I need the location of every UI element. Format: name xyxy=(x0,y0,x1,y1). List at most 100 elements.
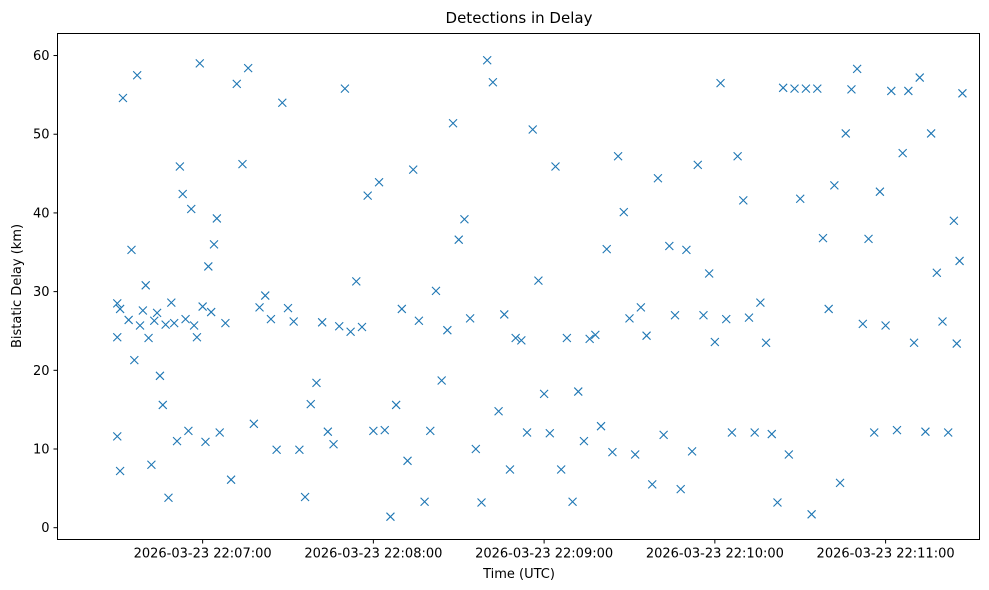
data-point xyxy=(277,98,287,108)
data-point xyxy=(215,428,225,437)
data-point xyxy=(158,400,168,410)
axis-ticks: 2026-03-23 22:07:00 2026-03-23 22:08:00 20… xyxy=(33,49,955,561)
data-point xyxy=(744,313,754,322)
data-point xyxy=(397,304,407,314)
data-point xyxy=(710,337,720,347)
data-point xyxy=(283,303,293,313)
data-point xyxy=(886,86,896,96)
data-point xyxy=(149,316,159,326)
x-tick-label: 2026-03-23 22:09:00 xyxy=(475,547,613,562)
data-point xyxy=(232,79,242,89)
data-point xyxy=(249,419,259,429)
data-point xyxy=(664,241,674,251)
data-point xyxy=(471,444,481,454)
data-point xyxy=(773,498,782,507)
data-point xyxy=(164,493,173,503)
data-point xyxy=(425,426,435,436)
data-point xyxy=(460,214,469,224)
data-point xyxy=(294,445,304,455)
data-point xyxy=(420,497,429,507)
data-point xyxy=(687,446,697,456)
data-point xyxy=(590,330,600,340)
data-point xyxy=(118,93,128,103)
data-point xyxy=(289,317,299,326)
data-point xyxy=(602,244,612,254)
data-point xyxy=(201,437,210,447)
data-point xyxy=(112,299,122,308)
chart-title: Detections in Delay xyxy=(446,9,593,27)
data-point xyxy=(750,428,760,437)
data-point xyxy=(903,86,913,96)
data-point xyxy=(166,298,176,308)
data-point xyxy=(864,234,873,244)
data-point xyxy=(926,129,936,138)
data-point xyxy=(955,256,964,266)
data-point xyxy=(209,240,219,249)
data-points xyxy=(112,55,967,522)
data-point xyxy=(699,310,708,320)
data-point xyxy=(431,286,441,296)
data-point xyxy=(659,430,669,440)
data-point xyxy=(380,425,390,435)
data-point xyxy=(323,427,333,437)
data-point xyxy=(733,151,743,161)
data-point xyxy=(161,320,171,330)
data-point xyxy=(812,84,822,93)
plot-area-frame xyxy=(57,33,980,540)
data-point xyxy=(778,83,788,93)
data-point xyxy=(115,466,125,476)
data-point xyxy=(192,332,202,342)
data-point xyxy=(795,194,805,204)
data-point xyxy=(858,319,868,329)
data-point xyxy=(189,321,199,330)
data-point xyxy=(482,55,492,65)
data-point xyxy=(477,498,486,507)
data-point xyxy=(721,314,731,324)
data-point xyxy=(465,313,475,323)
data-point xyxy=(921,427,930,437)
data-point xyxy=(243,63,253,73)
x-tick-label: 2026-03-23 22:11:00 xyxy=(817,547,955,562)
data-point xyxy=(943,428,953,437)
y-axis-title: Bistatic Delay (km) xyxy=(10,224,25,348)
data-point xyxy=(613,151,623,161)
data-point xyxy=(306,399,316,409)
data-point xyxy=(129,355,139,365)
data-point xyxy=(693,160,703,170)
data-point xyxy=(958,88,967,98)
data-point xyxy=(403,456,412,466)
data-point xyxy=(488,77,498,87)
data-point xyxy=(127,245,136,255)
data-point xyxy=(124,315,134,325)
data-point xyxy=(898,148,908,158)
data-point xyxy=(272,445,282,455)
data-point xyxy=(494,406,503,416)
data-point xyxy=(184,426,193,436)
data-point xyxy=(892,425,902,435)
data-point xyxy=(847,84,856,94)
data-point xyxy=(801,84,811,93)
data-point xyxy=(147,460,156,470)
data-point xyxy=(212,214,222,223)
data-point xyxy=(112,332,122,342)
data-point xyxy=(351,276,361,286)
data-point xyxy=(300,492,310,502)
data-point xyxy=(835,478,845,488)
data-point xyxy=(141,280,151,290)
data-point xyxy=(186,204,196,214)
data-point xyxy=(539,389,549,399)
data-point xyxy=(195,59,205,68)
y-tick-label: 40 xyxy=(33,206,50,221)
x-tick-label: 2026-03-23 22:10:00 xyxy=(646,547,784,562)
data-point xyxy=(647,480,657,489)
data-point xyxy=(676,484,686,494)
data-point xyxy=(738,195,748,205)
data-point xyxy=(203,262,213,271)
data-point xyxy=(869,428,879,437)
data-point xyxy=(115,304,125,314)
data-point xyxy=(386,512,395,522)
data-point xyxy=(952,339,962,348)
data-point xyxy=(454,235,464,245)
data-point xyxy=(875,187,885,197)
data-point xyxy=(761,338,771,348)
